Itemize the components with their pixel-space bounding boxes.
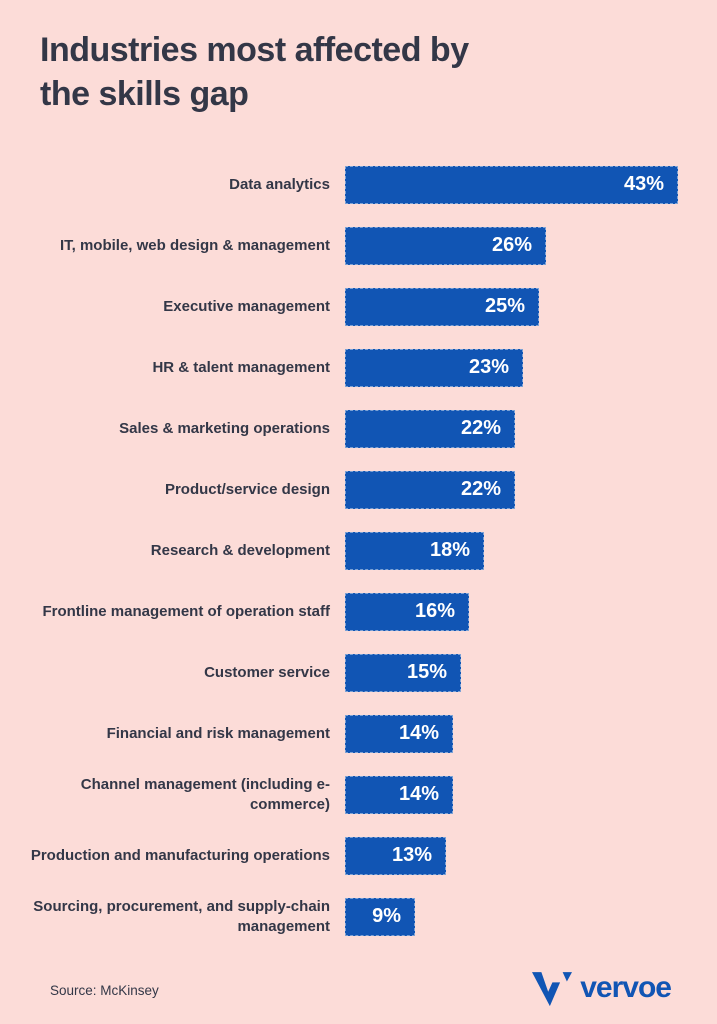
bar-area: 14% [345, 714, 717, 753]
bar: 15% [345, 653, 461, 692]
chart-row: Financial and risk management 14% [0, 703, 717, 764]
title-line-1: Industries most affected by [40, 31, 469, 69]
chart-row: IT, mobile, web design & management 26% [0, 215, 717, 276]
category-label: Sales & marketing operations [119, 420, 330, 438]
chart-row: Production and manufacturing operations 1… [0, 825, 717, 886]
value-label: 15% [406, 661, 447, 684]
value-label: 22% [460, 417, 501, 440]
chart-title: Industries most affected by the skills g… [0, 0, 717, 116]
chart-row: HR & talent management 23% [0, 337, 717, 398]
bar-chart: Data analytics 43% IT, mobile, web design … [0, 154, 717, 947]
value-label: 43% [623, 173, 664, 196]
bar: 9% [345, 897, 415, 936]
category-label: Financial and risk management [106, 725, 330, 743]
chart-row: Data analytics 43% [0, 154, 717, 215]
category-label: Research & development [150, 542, 330, 560]
category-label: Executive management [163, 298, 330, 316]
category-label: Sourcing, procurement, and supply-chain … [33, 898, 330, 935]
bar: 13% [345, 836, 446, 875]
category-label: Customer service [204, 664, 330, 682]
bar-area: 13% [345, 836, 717, 875]
category-label: IT, mobile, web design & management [59, 237, 330, 255]
bar-area: 43% [345, 165, 717, 204]
value-label: 18% [429, 539, 470, 562]
value-label: 9% [372, 905, 401, 928]
bar-area: 9% [345, 897, 717, 936]
vervoe-logo: vervoe [532, 971, 672, 1008]
value-label: 16% [414, 600, 455, 623]
category-label: Data analytics [229, 176, 330, 194]
footer: Source: McKinsey vervoe [50, 971, 672, 1008]
bar-area: 25% [345, 287, 717, 326]
chart-row: Product/service design 22% [0, 459, 717, 520]
bar: 22% [345, 409, 515, 448]
bar-area: 16% [345, 592, 717, 631]
value-label: 14% [398, 722, 439, 745]
bar-area: 18% [345, 531, 717, 570]
value-label: 14% [398, 783, 439, 806]
bar: 25% [345, 287, 539, 326]
value-label: 26% [491, 234, 532, 257]
chart-row: Executive management 25% [0, 276, 717, 337]
bar: 22% [345, 470, 515, 509]
title-line-2: the skills gap [40, 75, 249, 114]
category-label: HR & talent management [152, 359, 330, 377]
category-label: Channel management (including e-commerce… [80, 776, 330, 813]
value-label: 13% [391, 844, 432, 867]
source-note: Source: McKinsey [50, 982, 159, 998]
chart-row: Customer service 15% [0, 642, 717, 703]
chart-row: Frontline management of operation staff 1… [0, 581, 717, 642]
chart-row: Sourcing, procurement, and supply-chain … [0, 886, 717, 947]
bar: 26% [345, 226, 546, 265]
value-label: 22% [460, 478, 501, 501]
value-label: 25% [484, 295, 525, 318]
bar: 18% [345, 531, 484, 570]
chart-row: Sales & marketing operations 22% [0, 398, 717, 459]
category-label: Frontline management of operation staff [42, 603, 330, 621]
vervoe-v-icon [532, 972, 573, 1007]
brand-wordmark: vervoe [580, 971, 672, 1004]
bar-area: 26% [345, 226, 717, 265]
category-label: Production and manufacturing operations [30, 847, 330, 865]
bar: 16% [345, 592, 469, 631]
chart-row: Channel management (including e-commerce… [0, 764, 717, 825]
bar-area: 22% [345, 470, 717, 509]
bar: 14% [345, 775, 453, 814]
bar-area: 22% [345, 409, 717, 448]
bar-area: 15% [345, 653, 717, 692]
bar-area: 14% [345, 775, 717, 814]
chart-row: Research & development 18% [0, 520, 717, 581]
bar-area: 23% [345, 348, 717, 387]
bar: 14% [345, 714, 453, 753]
category-label: Product/service design [164, 481, 330, 499]
value-label: 23% [468, 356, 509, 379]
bar: 23% [345, 348, 523, 387]
bar: 43% [345, 165, 678, 204]
